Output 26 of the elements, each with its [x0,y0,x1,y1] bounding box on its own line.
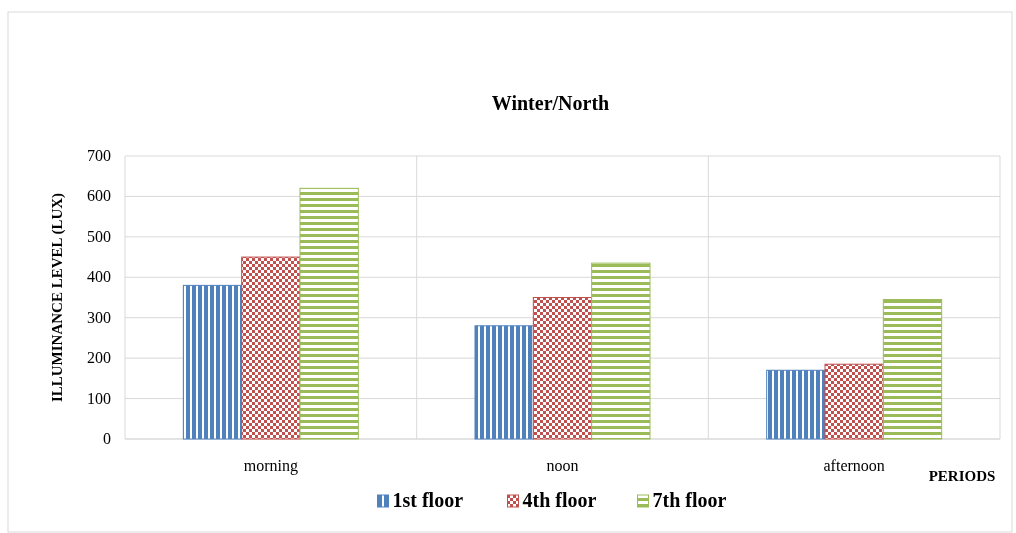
bar [532,297,593,440]
bar [299,187,359,440]
y-axis-title: ILLUMINANCE LEVEL (LUX) [49,192,66,403]
y-tick-label: 0 [103,430,111,447]
y-tick-label: 200 [87,349,111,367]
bar [766,369,826,440]
bar [474,325,534,440]
y-tick-label: 700 [87,147,111,164]
x-tick-label: noon [546,457,579,474]
bar [591,262,651,440]
bar [882,299,943,440]
legend-label: 7th floor [652,489,727,511]
chart-title: Winter/North [491,92,610,114]
y-tick-label: 300 [87,308,111,326]
y-tick-label: 600 [87,187,111,205]
bar [182,284,243,440]
y-tick-label: 500 [87,227,111,245]
x-axis-title: PERIODS [928,468,996,484]
y-tick-label: 100 [87,389,111,407]
bar [824,363,884,440]
bar [241,256,301,440]
y-tick-label: 400 [87,268,111,286]
x-tick-label: afternoon [823,457,885,474]
legend-label: 1st floor [392,489,464,511]
x-tick-label: morning [243,457,298,475]
legend-label: 4th floor [522,489,597,511]
